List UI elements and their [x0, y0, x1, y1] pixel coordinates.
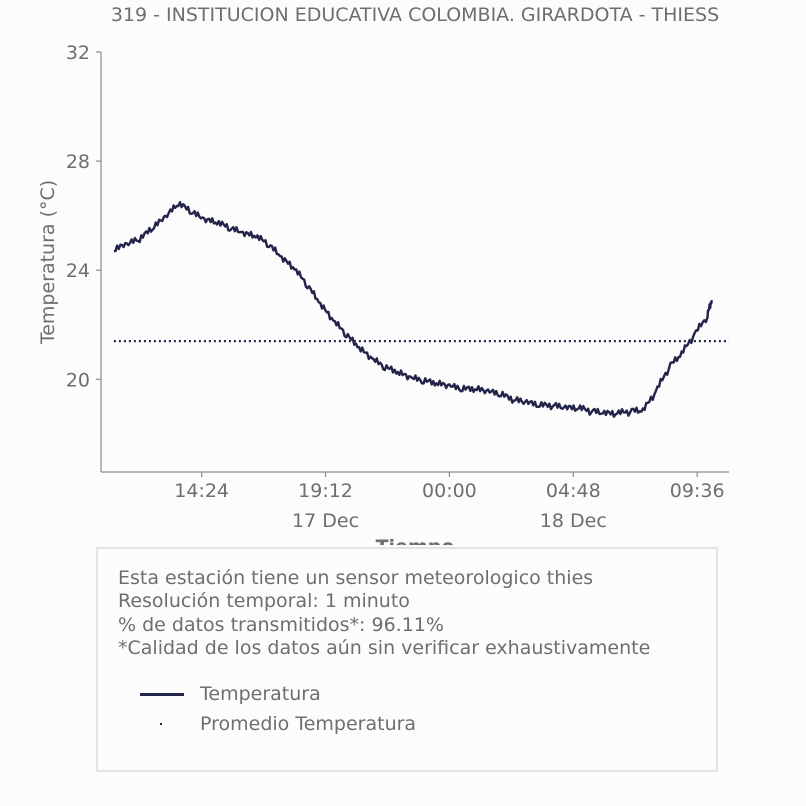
legend-label: Promedio Temperatura — [200, 713, 417, 735]
legend-line-swatch — [140, 684, 184, 704]
legend-label: Temperatura — [200, 683, 321, 705]
y-axis-label: Temperatura (°C) — [37, 180, 59, 345]
chart-title: 319 - INSTITUCION EDUCATIVA COLOMBIA. GI… — [111, 4, 719, 26]
station-info: Esta estación tiene un sensor meteorolog… — [118, 567, 650, 661]
info-line-resolution: Resolución temporal: 1 minuto — [118, 590, 410, 613]
info-line-sensor: Esta estación tiene un sensor meteorolog… — [118, 567, 594, 589]
info-line-quality-note: *Calidad de los datos aún sin verificar … — [118, 637, 651, 660]
y-tick-label: 20 — [66, 369, 90, 391]
y-tick-label: 24 — [66, 260, 90, 282]
y-axis-ticks: 20 24 28 32 — [66, 42, 101, 391]
x-tick-label: 04:48 — [546, 480, 601, 502]
x-date-label: 18 Dec — [540, 510, 607, 532]
info-box: Esta estación tiene un sensor meteorolog… — [96, 547, 718, 772]
x-axis-ticks: 14:24 19:12 00:00 04:48 09:36 17 Dec 18 Dec — [174, 472, 725, 532]
chart: 319 - INSTITUCION EDUCATIVA COLOMBIA. GI… — [37, 4, 729, 545]
x-tick-label: 19:12 — [298, 480, 353, 502]
x-date-label: 17 Dec — [292, 510, 359, 532]
y-tick-label: 32 — [66, 42, 90, 64]
x-tick-label: 14:24 — [174, 480, 229, 502]
legend-item-promedio-temperatura: Promedio Temperatura — [140, 709, 416, 739]
legend-item-temperatura: Temperatura — [140, 679, 416, 709]
legend: Temperatura Promedio Temperatura — [140, 679, 416, 739]
x-axis-label: Tiempo — [376, 536, 455, 545]
series-temperatura — [113, 200, 713, 418]
legend-dot-swatch — [140, 714, 184, 734]
x-tick-label: 09:36 — [670, 480, 725, 502]
y-tick-label: 28 — [66, 151, 90, 173]
info-line-transmitted: % de datos transmitidos*: 96.11% — [118, 613, 444, 636]
x-tick-label: 00:00 — [422, 480, 477, 502]
